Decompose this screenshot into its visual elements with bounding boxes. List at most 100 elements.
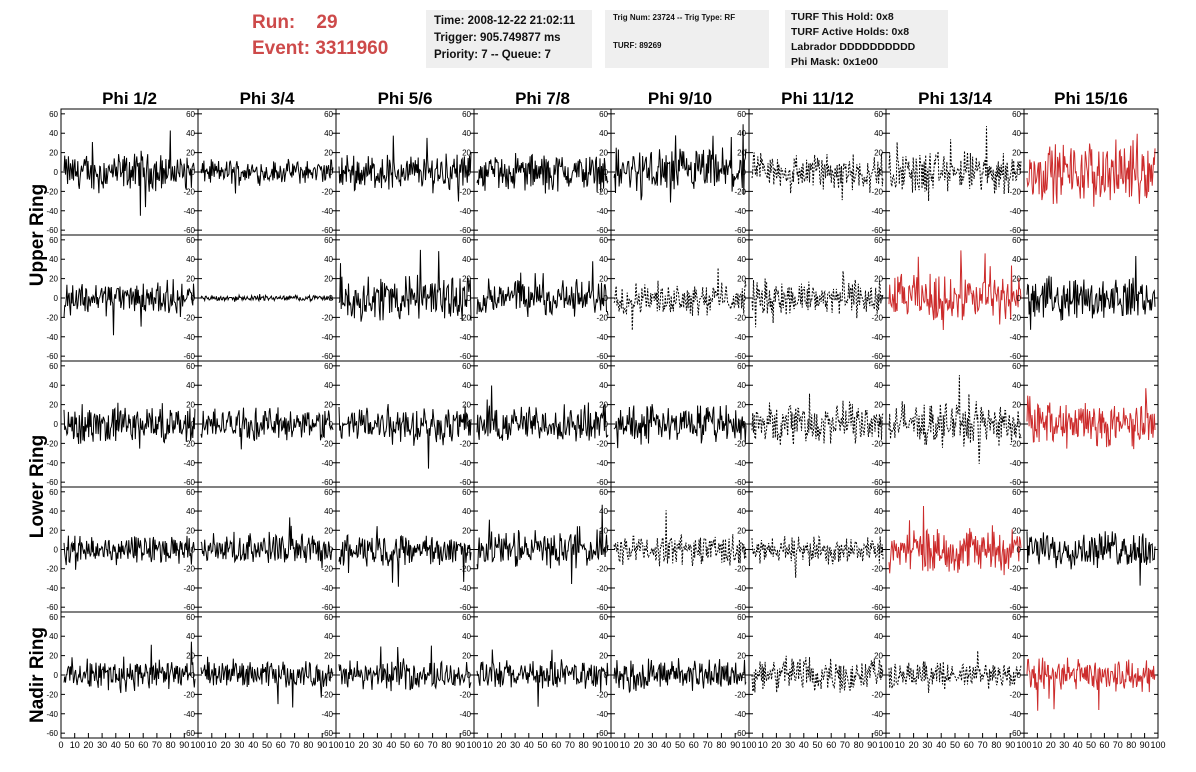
x-tick-label: 90 (592, 740, 602, 750)
waveform-trace (1026, 657, 1156, 711)
y-tick-label: -20 (1009, 690, 1021, 699)
x-tick-label: 80 (303, 740, 313, 750)
y-tick-label: -60 (459, 352, 471, 361)
y-tick-label: -60 (596, 478, 608, 487)
x-tick-label: 30 (234, 740, 244, 750)
y-tick-label: 60 (462, 110, 471, 119)
y-tick-label: 60 (1012, 236, 1021, 245)
waveform-trace (63, 402, 196, 449)
event-line: Event: 3311960 (252, 36, 422, 62)
x-tick-label: 100 (1016, 740, 1031, 750)
y-tick-label: 40 (324, 381, 333, 390)
row-label: Lower Ring (27, 435, 48, 538)
y-tick-label: 40 (186, 255, 195, 264)
waveform-trace (338, 645, 472, 692)
y-tick-label: -20 (459, 439, 471, 448)
x-tick-label: 50 (950, 740, 960, 750)
x-tick-label: 50 (812, 740, 822, 750)
y-tick-label: 0 (467, 546, 472, 555)
y-tick-label: -40 (596, 459, 608, 468)
y-tick-label: 20 (462, 275, 471, 284)
panel-frame (885, 108, 1025, 236)
y-tick-label: -60 (321, 352, 333, 361)
y-tick-label: -40 (1009, 333, 1021, 342)
x-tick-label: 20 (1046, 740, 1056, 750)
y-tick-label: 0 (879, 420, 884, 429)
y-tick-label: -40 (46, 207, 58, 216)
y-tick-label: -20 (459, 690, 471, 699)
y-tick-label: 60 (599, 613, 608, 622)
y-tick-label: -60 (321, 603, 333, 612)
x-tick-label: 50 (537, 740, 547, 750)
y-tick-label: 40 (737, 507, 746, 516)
row-label: Upper Ring (27, 184, 48, 286)
y-tick-label: -60 (46, 478, 58, 487)
y-tick-label: 40 (599, 255, 608, 264)
x-tick-label: 50 (262, 740, 272, 750)
turf-info-box: TURF This Hold: 0x8 TURF Active Holds: 0… (785, 10, 948, 68)
x-tick-label: 60 (276, 740, 286, 750)
y-tick-label: 60 (1012, 613, 1021, 622)
waveform-trace (888, 650, 1022, 693)
x-tick-label: 90 (867, 740, 877, 750)
y-tick-label: -60 (183, 226, 195, 235)
y-tick-label: -20 (596, 690, 608, 699)
waveform-trace (476, 152, 609, 194)
y-tick-label: 60 (462, 613, 471, 622)
y-tick-label: 0 (191, 294, 196, 303)
y-tick-label: -60 (321, 226, 333, 235)
y-tick-label: 40 (49, 129, 58, 138)
y-tick-label: 40 (737, 255, 746, 264)
y-tick-label: 20 (599, 652, 608, 661)
y-tick-label: 40 (462, 381, 471, 390)
y-tick-label: 60 (599, 362, 608, 371)
y-tick-label: 0 (54, 294, 59, 303)
y-tick-label: -20 (871, 313, 883, 322)
y-tick-label: 40 (186, 507, 195, 516)
y-tick-label: -20 (459, 565, 471, 574)
y-tick-label: -20 (1009, 313, 1021, 322)
x-tick-label: 0 (58, 740, 63, 750)
y-tick-label: 20 (599, 275, 608, 284)
y-tick-label: 40 (1012, 632, 1021, 641)
y-tick-label: -40 (459, 333, 471, 342)
waveform-trace (338, 249, 472, 322)
y-tick-label: -40 (596, 710, 608, 719)
y-tick-label: -40 (1009, 459, 1021, 468)
y-tick-label: -60 (734, 603, 746, 612)
waveform-trace (888, 250, 1022, 331)
y-tick-label: -20 (459, 187, 471, 196)
waveform-trace (751, 393, 884, 446)
x-tick-label: 30 (647, 740, 657, 750)
waveform-trace (613, 658, 747, 694)
y-tick-label: 0 (1017, 546, 1022, 555)
y-tick-label: -40 (46, 710, 58, 719)
y-tick-label: 60 (186, 110, 195, 119)
x-tick-label: 10 (620, 740, 630, 750)
y-tick-label: -20 (734, 187, 746, 196)
y-tick-label: -60 (871, 478, 883, 487)
x-tick-label: 10 (895, 740, 905, 750)
x-tick-label: 10 (207, 740, 217, 750)
y-tick-label: -60 (1009, 226, 1021, 235)
y-tick-label: 0 (1017, 420, 1022, 429)
y-tick-label: 60 (324, 362, 333, 371)
y-tick-label: -60 (734, 226, 746, 235)
y-tick-label: -40 (734, 584, 746, 593)
y-tick-label: -20 (871, 439, 883, 448)
y-tick-label: 20 (324, 652, 333, 661)
y-tick-label: -40 (871, 584, 883, 593)
y-tick-label: 0 (1017, 671, 1022, 680)
column-header: Phi 7/8 (515, 89, 570, 108)
x-tick-label: 70 (703, 740, 713, 750)
trig-num-line: Trig Num: 23724 -- Trig Type: RF (613, 13, 736, 22)
waveform-trace (476, 649, 609, 707)
y-tick-label: 0 (467, 168, 472, 177)
x-tick-label: 10 (345, 740, 355, 750)
y-tick-label: 60 (874, 110, 883, 119)
y-tick-label: 0 (604, 294, 609, 303)
y-tick-label: 0 (191, 546, 196, 555)
waveform-trace (63, 130, 196, 216)
y-tick-label: 20 (1012, 526, 1021, 535)
y-tick-label: 20 (737, 652, 746, 661)
